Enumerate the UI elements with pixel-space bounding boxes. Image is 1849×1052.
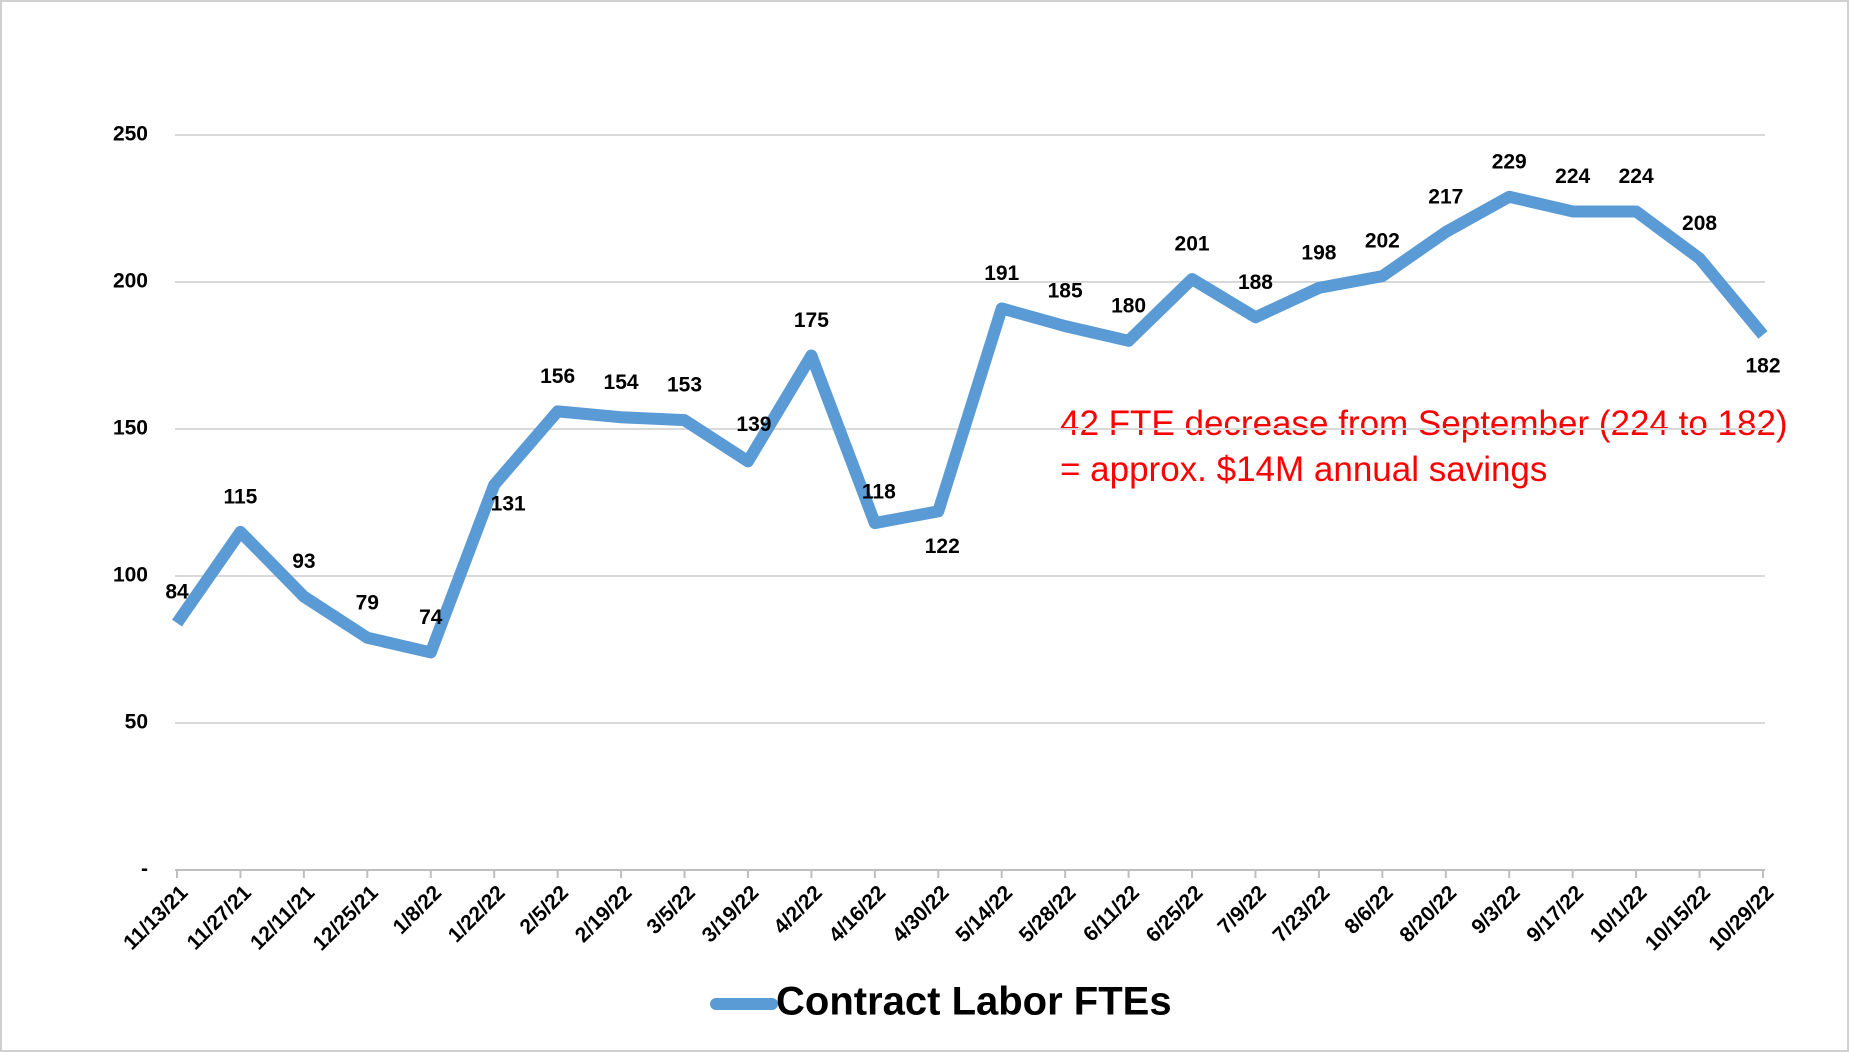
x-tick-label: 2/19/22 (571, 881, 637, 947)
data-label: 180 (1111, 294, 1146, 317)
x-tick-label: 12/11/21 (246, 881, 319, 954)
data-label: 153 (667, 374, 702, 397)
y-tick-label: 200 (113, 270, 148, 293)
x-tick-label: 11/27/21 (183, 881, 256, 954)
annotation: = approx. $14M annual savings (1060, 450, 1547, 489)
data-label: 79 (356, 591, 379, 614)
x-tick-label: 12/25/21 (309, 881, 383, 955)
data-label: 185 (1048, 280, 1083, 303)
y-tick-label: 50 (125, 711, 148, 734)
x-tick-label: 3/19/22 (698, 881, 764, 947)
x-tick-label: 1/22/22 (444, 881, 510, 947)
data-label: 202 (1365, 230, 1400, 253)
annotation: 42 FTE decrease from September (224 to 1… (1060, 404, 1788, 443)
data-label: 118 (862, 481, 896, 504)
data-label: 154 (604, 371, 639, 394)
x-tick-label: 9/3/22 (1467, 881, 1525, 939)
x-tick-label: 10/29/22 (1704, 881, 1778, 955)
data-label: 84 (165, 581, 189, 604)
x-tick-label: 2/5/22 (516, 881, 574, 939)
x-tick-label: 3/5/22 (642, 881, 700, 939)
data-label: 224 (1619, 165, 1654, 188)
x-tick-label: 5/14/22 (951, 881, 1017, 947)
data-label: 198 (1301, 241, 1336, 264)
data-label: 191 (984, 262, 1019, 285)
x-tick-label: 6/11/22 (1079, 881, 1144, 946)
x-tick-label: 8/6/22 (1340, 881, 1398, 939)
data-label: 224 (1555, 165, 1590, 188)
x-tick-label: 4/30/22 (888, 881, 954, 947)
data-label: 201 (1175, 233, 1210, 256)
data-label: 217 (1428, 186, 1463, 209)
y-tick-label: - (141, 858, 148, 881)
data-label: 93 (292, 550, 315, 573)
x-tick-label: 1/8/22 (389, 881, 447, 939)
x-tick-label: 9/17/22 (1522, 881, 1588, 947)
y-tick-label: 250 (113, 123, 148, 146)
x-tick-label: 7/23/22 (1269, 881, 1335, 947)
y-tick-label: 100 (113, 564, 148, 587)
data-label: 175 (794, 309, 829, 332)
data-label: 182 (1745, 354, 1780, 377)
data-label: 115 (223, 485, 257, 508)
data-label: 139 (736, 413, 771, 436)
data-label: 122 (925, 535, 960, 558)
x-tick-label: 7/9/22 (1213, 881, 1271, 939)
data-label: 188 (1238, 271, 1273, 294)
data-label: 131 (491, 492, 526, 515)
x-tick-label: 5/28/22 (1015, 881, 1081, 947)
data-label: 208 (1682, 212, 1717, 235)
data-label: 156 (540, 365, 575, 388)
x-tick-label: 11/13/21 (119, 881, 192, 954)
x-tick-label: 6/25/22 (1142, 881, 1208, 947)
x-tick-label: 8/20/22 (1395, 881, 1461, 947)
x-tick-label: 4/2/22 (769, 881, 827, 939)
data-label: 74 (419, 606, 443, 629)
x-tick-label: 10/15/22 (1641, 881, 1715, 955)
x-tick-label: 4/16/22 (824, 881, 890, 947)
y-tick-label: 150 (113, 417, 148, 440)
series-line (172, 190, 1768, 659)
data-label: 229 (1492, 150, 1527, 173)
legend-label: Contract Labor FTEs (776, 980, 1172, 1024)
